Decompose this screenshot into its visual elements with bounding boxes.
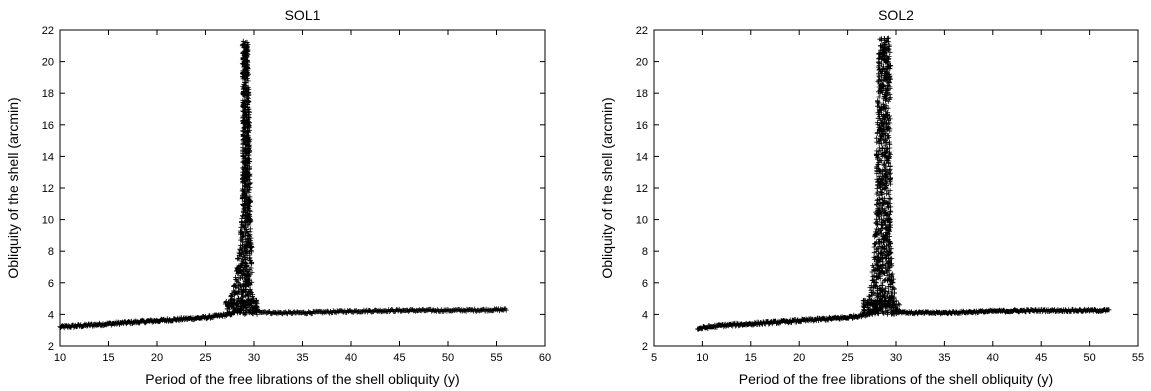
y-tick-label: 6 [48, 278, 54, 290]
x-tick-label: 30 [890, 352, 902, 364]
y-tick-label: 16 [636, 120, 648, 132]
y-tick-label: 16 [42, 120, 54, 132]
x-tick-label: 20 [151, 352, 163, 364]
x-tick-label: 10 [696, 352, 708, 364]
y-tick-label: 22 [42, 25, 54, 37]
x-tick-label: 50 [442, 352, 454, 364]
y-tick-label: 14 [636, 151, 648, 163]
scatter-markers [57, 38, 509, 331]
y-tick-label: 4 [642, 309, 648, 321]
y-axis-label: Obliquity of the shell (arcmin) [599, 97, 615, 278]
x-tick-label: 60 [539, 352, 551, 364]
y-tick-label: 4 [48, 309, 54, 321]
chart-title: SOL2 [878, 7, 914, 23]
x-tick-label: 50 [1083, 352, 1095, 364]
y-tick-label: 18 [636, 88, 648, 100]
y-tick-label: 20 [42, 57, 54, 69]
y-tick-label: 10 [636, 215, 648, 227]
x-tick-label: 5 [651, 352, 657, 364]
x-tick-label: 15 [745, 352, 757, 364]
y-tick-label: 10 [42, 215, 54, 227]
x-tick-label: 25 [199, 352, 211, 364]
x-tick-label: 30 [248, 352, 260, 364]
y-tick-label: 2 [48, 341, 54, 353]
y-tick-label: 8 [642, 246, 648, 258]
x-tick-label: 35 [938, 352, 950, 364]
chart-panel-1: SOL1 10 15 20 25 30 35 40 45 50 55 60 2 4 6 8 10 12 14 16 18… [5, 7, 551, 387]
scatter-markers [695, 35, 1112, 332]
y-tick-label: 12 [42, 183, 54, 195]
x-tick-label: 15 [102, 352, 114, 364]
x-axis-label: Period of the free librations of the she… [739, 371, 1053, 387]
x-tick-label: 40 [345, 352, 357, 364]
y-tick-label: 18 [42, 88, 54, 100]
chart-title: SOL1 [285, 7, 321, 23]
x-tick-label: 55 [490, 352, 502, 364]
y-tick-label: 8 [48, 246, 54, 258]
x-tick-label: 40 [987, 352, 999, 364]
chart-panel-2: SOL2 5 10 15 20 25 30 35 40 45 50 55 2 4 6 8 10 12 14 16 18 2… [599, 7, 1144, 387]
y-axis-label: Obliquity of the shell (arcmin) [5, 97, 21, 278]
y-tick-label: 6 [642, 278, 648, 290]
x-tick-label: 45 [393, 352, 405, 364]
x-tick-label: 20 [793, 352, 805, 364]
x-tick-label: 10 [54, 352, 66, 364]
y-tick-label: 22 [636, 25, 648, 37]
plot-frame [59, 29, 546, 347]
y-tick-label: 12 [636, 183, 648, 195]
y-tick-label: 14 [42, 151, 54, 163]
y-tick-label: 20 [636, 57, 648, 69]
x-tick-label: 35 [296, 352, 308, 364]
x-tick-label: 45 [1035, 352, 1047, 364]
y-tick-label: 2 [642, 341, 648, 353]
x-tick-label: 25 [841, 352, 853, 364]
x-tick-label: 55 [1132, 352, 1144, 364]
x-axis-label: Period of the free librations of the she… [145, 371, 459, 387]
